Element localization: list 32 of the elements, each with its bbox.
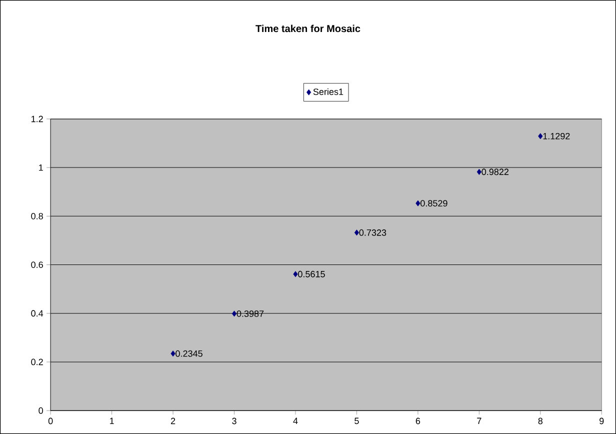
y-tick-label: 0.8 xyxy=(31,212,43,220)
point xyxy=(293,271,298,278)
x-tick-label: 7 xyxy=(477,418,482,424)
y-tick-label: 0 xyxy=(38,407,44,414)
point xyxy=(170,350,176,357)
data-label: 0.2345 xyxy=(176,350,202,357)
point xyxy=(416,200,420,206)
point xyxy=(476,168,482,175)
data-label: 1.1292 xyxy=(543,132,570,140)
y-tick-label: 0.2 xyxy=(31,358,43,366)
x-tick-label: 4 xyxy=(293,418,298,424)
data-label: 0.8529 xyxy=(420,200,448,207)
x-tick-label: 1 xyxy=(110,418,114,424)
x-tick-label: 5 xyxy=(354,418,359,424)
data-label: 0.7323 xyxy=(359,229,386,236)
data-label: 0.5615 xyxy=(298,270,325,278)
y-tick-label: 1 xyxy=(39,164,43,171)
y-tick-label: 1.2 xyxy=(32,116,43,122)
data-label: 0.9822 xyxy=(482,168,508,176)
x-tick-label: 3 xyxy=(232,418,236,424)
point xyxy=(354,230,360,236)
x-tick-label: 0 xyxy=(48,418,53,424)
y-tick-label: 0.6 xyxy=(31,262,43,268)
y-tick-label: 0.4 xyxy=(31,310,44,317)
x-tick-label: 8 xyxy=(538,418,543,424)
point xyxy=(538,133,543,140)
chart-title: Time taken for Mosaic xyxy=(256,24,360,32)
x-tick-label: 2 xyxy=(170,418,176,424)
legend-label: Series1 xyxy=(313,88,344,95)
x-tick-label: 9 xyxy=(600,418,604,424)
x-tick-label: 6 xyxy=(416,418,420,424)
point xyxy=(232,310,237,317)
